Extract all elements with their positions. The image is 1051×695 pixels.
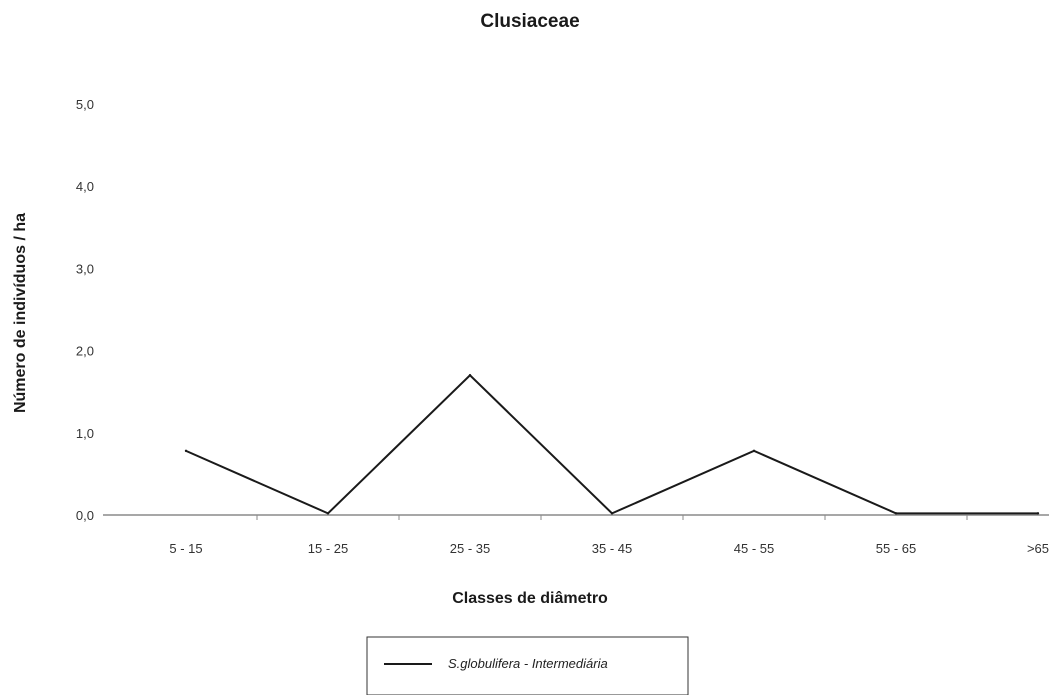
x-axis-title: Classes de diâmetro xyxy=(452,590,608,607)
x-tick-label: 35 - 45 xyxy=(592,541,632,556)
legend-entry-label: S.globulifera - Intermediária xyxy=(448,656,608,671)
y-tick-label: 2,0 xyxy=(76,344,94,359)
data-point xyxy=(894,512,898,515)
y-axis-title: Número de indivíduos / ha xyxy=(12,213,29,413)
x-tick-label: 25 - 35 xyxy=(450,541,490,556)
y-tick-label: 4,0 xyxy=(76,179,94,194)
y-tick-label: 1,0 xyxy=(76,426,94,441)
x-tick-label: 15 - 25 xyxy=(308,541,348,556)
legend-box xyxy=(366,636,689,695)
y-tick-label: 0,0 xyxy=(76,508,94,523)
x-tick-label: 55 - 65 xyxy=(876,541,916,556)
y-axis: 0,0 1,0 2,0 3,0 4,0 5,0 xyxy=(76,97,94,523)
data-point xyxy=(326,512,330,515)
y-tick-label: 5,0 xyxy=(76,97,94,112)
y-tick-label: 3,0 xyxy=(76,261,94,276)
x-tick-label: 45 - 55 xyxy=(734,541,774,556)
chart-title: Clusiaceae xyxy=(480,11,579,32)
data-point xyxy=(184,449,188,453)
plot-area xyxy=(184,373,1040,515)
data-point xyxy=(752,449,756,453)
legend: S.globulifera - Intermediária xyxy=(366,636,689,695)
x-tick-label: >65 xyxy=(1027,541,1049,556)
data-point xyxy=(1036,512,1040,515)
data-point xyxy=(610,512,614,515)
series-line xyxy=(185,373,1038,515)
x-tick-label: 5 - 15 xyxy=(169,541,202,556)
data-point xyxy=(468,374,472,377)
x-axis: 5 - 15 15 - 25 25 - 35 35 - 45 45 - 55 55 - 6… xyxy=(169,515,1049,556)
